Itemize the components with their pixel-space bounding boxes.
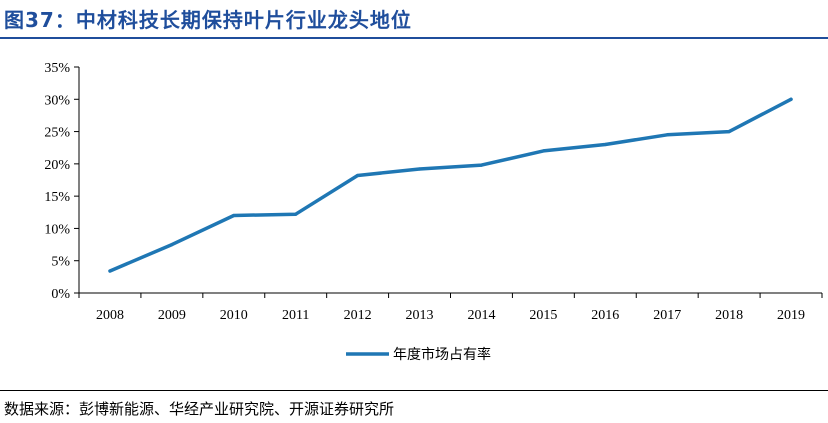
data-point bbox=[417, 167, 422, 171]
data-point bbox=[170, 242, 174, 247]
y-tick-label: 30% bbox=[44, 93, 70, 108]
legend: 年度市场占有率 bbox=[346, 346, 491, 363]
data-point bbox=[727, 129, 731, 134]
data-point bbox=[789, 97, 793, 101]
data-point bbox=[108, 269, 112, 273]
data-point bbox=[665, 133, 669, 137]
data-point bbox=[232, 213, 236, 218]
x-tick-label: 2015 bbox=[529, 308, 557, 323]
chart-title: 图37：中材科技长期保持叶片行业龙头地位 bbox=[4, 8, 412, 32]
x-tick-label: 2014 bbox=[467, 308, 495, 323]
source-note: 数据来源：彭博新能源、华经产业研究院、开源证券研究所 bbox=[4, 400, 395, 418]
footer-rule bbox=[0, 390, 828, 391]
x-tick-label: 2011 bbox=[282, 308, 309, 323]
data-point bbox=[541, 149, 545, 153]
x-tick-label: 2012 bbox=[344, 308, 372, 323]
y-tick-label: 15% bbox=[44, 190, 70, 205]
series-line bbox=[108, 97, 793, 273]
title-rule bbox=[0, 37, 828, 39]
data-point bbox=[603, 142, 607, 147]
x-tick-label: 2016 bbox=[591, 308, 619, 323]
y-tick-label: 5% bbox=[51, 255, 70, 270]
y-tick-label: 0% bbox=[51, 287, 70, 302]
x-tick-label: 2019 bbox=[777, 308, 805, 323]
x-tick-label: 2018 bbox=[715, 308, 743, 323]
data-point bbox=[479, 163, 484, 167]
data-point bbox=[356, 173, 360, 178]
x-tick-label: 2008 bbox=[96, 308, 124, 323]
y-tick-label: 10% bbox=[44, 222, 70, 237]
legend-label: 年度市场占有率 bbox=[393, 346, 491, 363]
x-tick-label: 2013 bbox=[406, 308, 434, 323]
y-axis: 0% 5% 10% 15% 20% 25% 30% 35% bbox=[44, 61, 80, 302]
x-axis: 2008 2009 2010 2011 2012 2013 2014 2015 2016 2017… bbox=[78, 292, 823, 323]
x-tick-label: 2017 bbox=[653, 308, 681, 323]
y-tick-label: 35% bbox=[44, 61, 70, 76]
y-tick-label: 25% bbox=[44, 126, 70, 141]
x-tick-label: 2009 bbox=[158, 308, 186, 323]
y-tick-label: 20% bbox=[44, 158, 70, 173]
series-layer bbox=[108, 97, 793, 273]
data-point bbox=[294, 212, 298, 216]
x-tick-label: 2010 bbox=[220, 308, 248, 323]
